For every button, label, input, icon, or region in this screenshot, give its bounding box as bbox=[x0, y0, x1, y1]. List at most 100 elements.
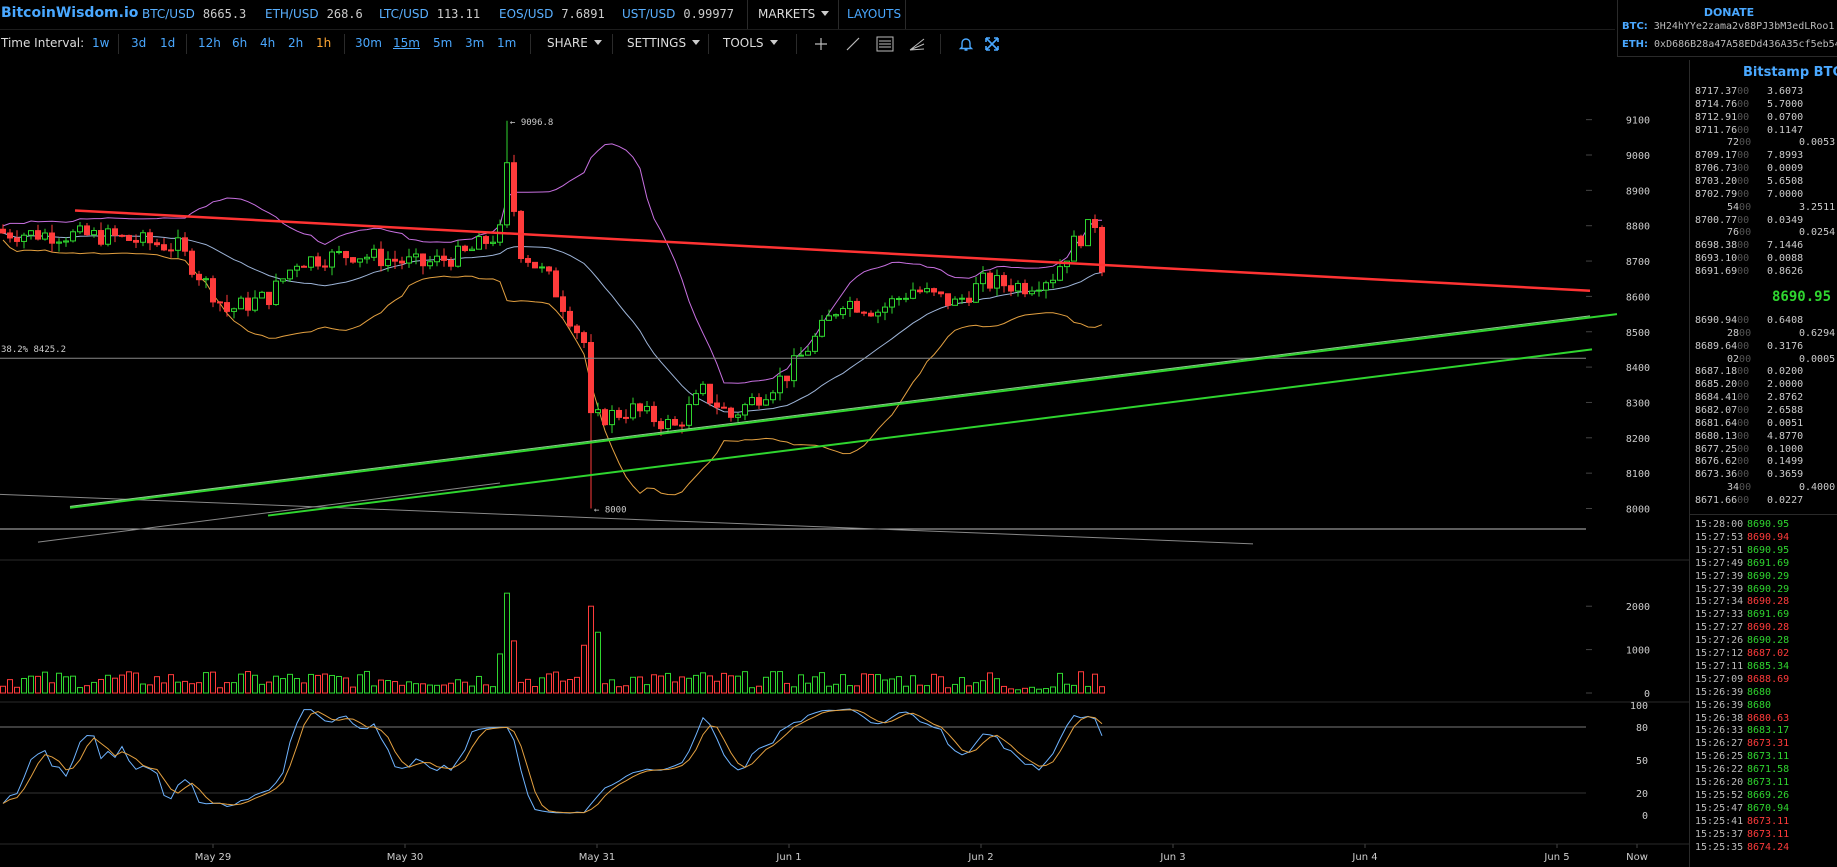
candle-body bbox=[889, 298, 895, 308]
settings-dropdown[interactable]: SETTINGS bbox=[627, 36, 701, 50]
candle-body bbox=[532, 261, 538, 269]
bid-amount: 2.8762 bbox=[1767, 392, 1804, 404]
ticker-eth[interactable]: ETH/USD 268.6 bbox=[265, 7, 363, 21]
horizontal-lines-icon[interactable] bbox=[876, 36, 894, 52]
ask-amount: 7.0000 bbox=[1767, 188, 1804, 200]
volume-tick-label: 0 bbox=[1644, 689, 1650, 700]
volume-bar bbox=[112, 677, 118, 694]
orderbook-bid-row: 0200 0.0005 bbox=[1695, 353, 1837, 366]
orderbook-bid-row: 8689.6400 0.3176 bbox=[1695, 340, 1823, 353]
volume-tick-label: 2000 bbox=[1626, 602, 1650, 613]
share-dropdown[interactable]: SHARE bbox=[547, 36, 602, 50]
candle-body bbox=[490, 241, 496, 244]
trade-row: 15:25:41 8673.11 bbox=[1695, 815, 1789, 828]
volume-bar bbox=[805, 682, 811, 694]
candle-body bbox=[469, 248, 475, 252]
orderbook-ask-row: 8711.7600 0.1147 bbox=[1695, 124, 1823, 137]
trade-time: 15:26:20 bbox=[1695, 777, 1744, 788]
candle-body bbox=[399, 260, 405, 264]
interval-30m[interactable]: 30m bbox=[355, 36, 382, 50]
volume-bar bbox=[903, 685, 909, 694]
crosshair-icon[interactable] bbox=[813, 36, 829, 52]
btc-address[interactable]: 3H24hYYe2zama2v88PJ3bM3edLRoo1 bbox=[1653, 21, 1835, 32]
orderbook-ask-row: 8691.6900 0.8626 bbox=[1695, 265, 1823, 278]
candle-body bbox=[182, 237, 188, 252]
eth-address[interactable]: 0xD686B28a47A58EDd436A35cf5eb54 bbox=[1654, 39, 1837, 50]
volume-bar bbox=[812, 676, 818, 694]
bid-amount: 2.6588 bbox=[1767, 404, 1804, 416]
candle-body bbox=[420, 253, 426, 267]
price-padding: 00 bbox=[1737, 430, 1750, 442]
volume-bar bbox=[609, 679, 615, 694]
price-tick-label: 8800 bbox=[1626, 222, 1650, 233]
interval-1h[interactable]: 1h bbox=[316, 36, 332, 50]
candle-body bbox=[623, 416, 629, 419]
candle-body bbox=[784, 375, 790, 382]
ticker-eos[interactable]: EOS/USD 7.6891 bbox=[499, 7, 605, 21]
price-padding: 00 bbox=[1737, 366, 1750, 378]
time-interval-label: Time Interval: bbox=[1, 36, 85, 50]
donate-eth[interactable]: ETH: 0xD686B28a47A58EDd436A35cf5eb54 bbox=[1622, 39, 1837, 50]
interval-4h[interactable]: 4h bbox=[260, 36, 276, 50]
candle-body bbox=[35, 230, 41, 240]
candle-body bbox=[175, 237, 181, 251]
grey-trendline bbox=[37, 482, 501, 543]
top-bar: BitcoinWisdom.io BTC/USD 8665.3 ETH/USD 26… bbox=[0, 0, 1615, 30]
donate-btc[interactable]: BTC: 3H24hYYe2zama2v88PJ3bM3edLRoo1 bbox=[1622, 21, 1834, 32]
ticker-ust[interactable]: UST/USD 0.99977 bbox=[622, 7, 734, 21]
candle-body bbox=[98, 230, 104, 245]
volume-bar bbox=[147, 684, 153, 694]
divider bbox=[838, 0, 839, 29]
interval-1d[interactable]: 1d bbox=[160, 36, 176, 50]
price-tick-label: 9000 bbox=[1626, 151, 1650, 162]
tools-dropdown[interactable]: TOOLS bbox=[723, 36, 778, 50]
candle-body bbox=[882, 306, 888, 313]
candle-body bbox=[630, 403, 636, 419]
trade-price: 8680 bbox=[1747, 699, 1772, 711]
interval-6h[interactable]: 6h bbox=[232, 36, 248, 50]
ask-amount: 0.0088 bbox=[1767, 253, 1804, 265]
stoch-d-line bbox=[2, 709, 1103, 814]
interval-12h[interactable]: 12h bbox=[198, 36, 221, 50]
volume-bar bbox=[994, 678, 1000, 694]
trade-price: 8690.28 bbox=[1747, 635, 1790, 647]
ticker-btc[interactable]: BTC/USD 8665.3 bbox=[142, 7, 246, 21]
layouts-link[interactable]: LAYOUTS bbox=[847, 7, 902, 21]
candle-body bbox=[273, 280, 279, 306]
ticker-ltc[interactable]: LTC/USD 113.11 bbox=[379, 7, 480, 21]
interval-1w[interactable]: 1w bbox=[92, 36, 110, 50]
ticker-value: 113.11 bbox=[436, 7, 481, 21]
alert-bell-icon[interactable] bbox=[958, 36, 974, 52]
candle-body bbox=[1099, 226, 1105, 273]
markets-dropdown[interactable]: MARKETS bbox=[758, 7, 830, 21]
candle-body bbox=[742, 404, 748, 416]
price-chart[interactable]: 8000810082008300840085008600870088008900… bbox=[0, 60, 1689, 867]
orderbook-ask-row: 7200 0.0053 bbox=[1695, 136, 1837, 149]
interval-15m[interactable]: 15m bbox=[393, 36, 420, 50]
candle-body bbox=[735, 414, 741, 418]
candle-body bbox=[154, 242, 160, 246]
volume-bar bbox=[686, 677, 692, 694]
bid-amount: 2.0000 bbox=[1767, 379, 1804, 391]
candle-body bbox=[875, 311, 881, 317]
draw-line-icon[interactable] bbox=[845, 36, 861, 52]
orderbook-ask-row: 8714.7600 5.7000 bbox=[1695, 98, 1823, 111]
volume-bar bbox=[455, 679, 461, 694]
interval-3m[interactable]: 3m bbox=[465, 36, 485, 50]
price-padding: 00 bbox=[1737, 494, 1750, 506]
fullscreen-icon[interactable] bbox=[984, 36, 1000, 52]
interval-2h[interactable]: 2h bbox=[288, 36, 304, 50]
volume-bar bbox=[420, 683, 426, 694]
site-logo[interactable]: BitcoinWisdom.io bbox=[1, 5, 139, 21]
fan-lines-icon[interactable] bbox=[908, 36, 926, 52]
volume-bar bbox=[56, 672, 62, 694]
interval-3d[interactable]: 3d bbox=[131, 36, 147, 50]
candle-body bbox=[1078, 235, 1084, 247]
volume-bar bbox=[469, 685, 475, 694]
volume-bar bbox=[980, 680, 986, 694]
candle-body bbox=[847, 300, 853, 310]
interval-1m[interactable]: 1m bbox=[497, 36, 517, 50]
ticker-name: UST/USD bbox=[622, 7, 676, 21]
divider bbox=[940, 34, 941, 54]
interval-5m[interactable]: 5m bbox=[433, 36, 453, 50]
